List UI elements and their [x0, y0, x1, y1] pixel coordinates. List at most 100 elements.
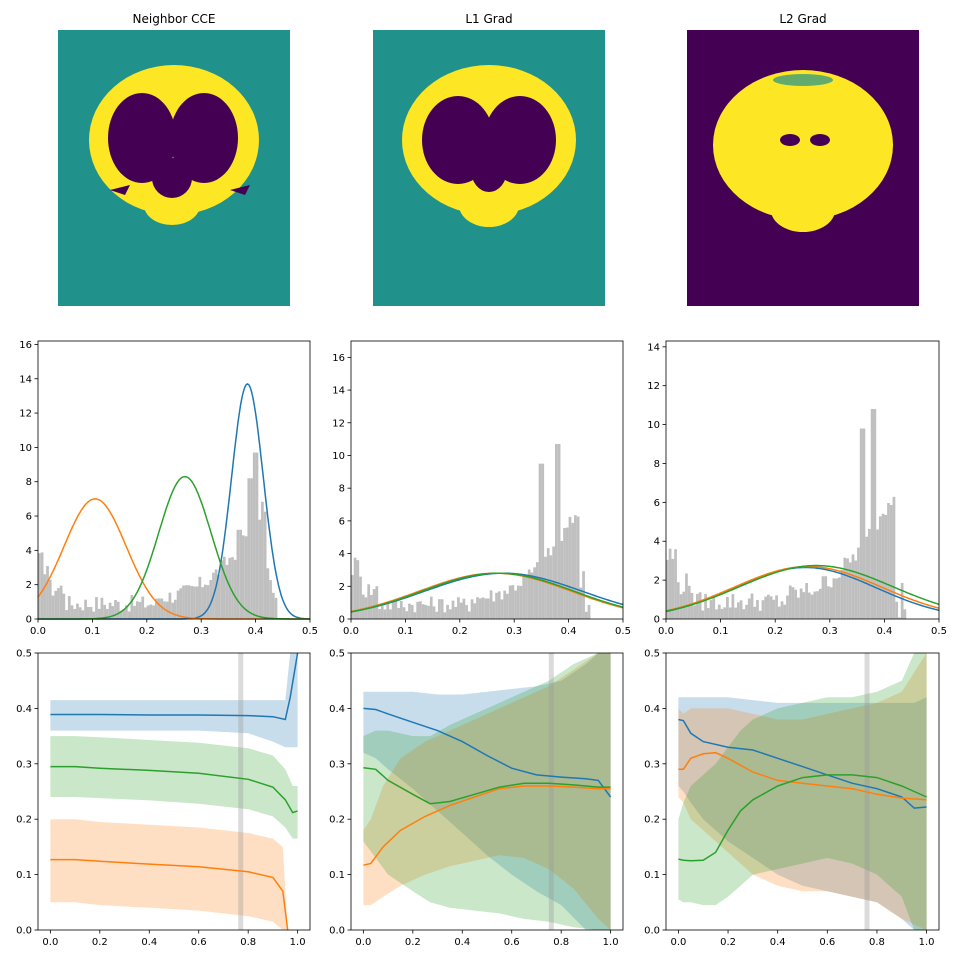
hist-bar — [876, 529, 879, 619]
x-tick-label: 0.2 — [92, 937, 108, 948]
hist-bar — [242, 535, 245, 619]
hist-bar — [549, 555, 553, 619]
hist-bar — [745, 604, 748, 619]
axes-frame — [665, 340, 940, 620]
hist-bar — [881, 513, 885, 619]
series-line-0 — [50, 653, 299, 721]
hist-bar — [182, 585, 185, 619]
y-tick-label: 10 — [332, 451, 345, 462]
hist-bar — [470, 599, 474, 619]
hist-bar — [231, 557, 234, 619]
y-tick-label: 2 — [654, 576, 660, 587]
y-tick-label: 0 — [339, 615, 345, 626]
hist-bar — [731, 594, 735, 619]
hist-bar — [492, 601, 496, 619]
hist-bar — [489, 590, 493, 619]
x-tick-label: 0.8 — [240, 937, 256, 948]
hist-bar — [497, 591, 501, 619]
hist-bar — [462, 598, 466, 619]
hist-bar — [217, 574, 221, 619]
x-tick-label: 0.0 — [42, 937, 58, 948]
hist-bar — [416, 601, 419, 619]
title-neighbor-cce: Neighbor CCE — [133, 12, 216, 26]
hist-bar — [717, 604, 721, 619]
confidence-band-1 — [678, 653, 927, 930]
y-tick-label: 0.5 — [16, 649, 32, 660]
hist-bar — [797, 597, 800, 619]
hist-bar — [685, 573, 688, 619]
x-tick-label: 0.1 — [713, 626, 729, 637]
hist-bar — [813, 591, 817, 619]
hist-bar — [843, 557, 847, 619]
hist-bar — [386, 602, 390, 619]
hist-bar — [359, 576, 362, 619]
hist-bar — [791, 587, 795, 619]
title-l1-grad: L1 Grad — [465, 12, 512, 26]
hist-bar — [446, 604, 449, 619]
y-tick-label: 0.0 — [16, 926, 32, 937]
hist-bar — [443, 612, 447, 619]
hist-bar — [854, 560, 858, 619]
hist-bar — [887, 503, 890, 619]
hist-bar — [399, 601, 403, 619]
hist-bar — [544, 556, 547, 619]
hist-bar — [51, 595, 55, 619]
confidence-band-0 — [363, 653, 611, 930]
x-tick-label: 0.0 — [355, 937, 371, 948]
hist-bar — [92, 611, 96, 619]
hist-bar — [892, 496, 896, 619]
x-tick-label: 0.4 — [770, 937, 786, 948]
hist-bar — [86, 606, 90, 619]
hist-bar — [84, 599, 87, 619]
hist-bar — [67, 596, 71, 619]
hist-bar — [690, 592, 694, 619]
hist-bar — [756, 599, 759, 619]
x-tick-label: 1.0 — [290, 937, 306, 948]
y-tick-label: 6 — [26, 512, 32, 523]
hist-bar — [805, 583, 808, 619]
hist-bar — [538, 463, 542, 619]
hist-bar — [184, 585, 188, 619]
hist-bar — [138, 601, 142, 619]
hist-bar — [758, 610, 762, 619]
hist-bar — [154, 598, 158, 619]
hist-bar — [432, 606, 436, 619]
hist-bar — [149, 604, 153, 619]
hist-bar — [898, 617, 901, 619]
hist-bar — [557, 444, 561, 619]
confidence-band-1 — [50, 819, 288, 930]
y-tick-label: 4 — [654, 537, 660, 548]
hist-bar — [95, 597, 98, 619]
chart-panel-2: 0.0 0.1 0.2 0.3 0.4 0.5 0 2 4 6 8 10 12 14 — [647, 340, 947, 637]
hist-bar — [687, 585, 691, 619]
y-tick-label: 16 — [19, 340, 32, 351]
hist-bar — [715, 609, 718, 619]
hist-bar — [584, 611, 588, 619]
y-tick-label: 12 — [19, 409, 32, 420]
plot-area — [678, 653, 927, 930]
y-tick-label: 0.0 — [644, 926, 660, 937]
y-tick-label: 0.5 — [329, 649, 345, 660]
y-tick-label: 0.2 — [644, 815, 660, 826]
hist-bar — [857, 547, 860, 619]
series-line-2 — [50, 765, 298, 814]
series-line-1 — [363, 785, 611, 866]
hist-bar — [214, 569, 218, 619]
gaussian-line-2 — [350, 572, 624, 613]
hist-bar — [203, 584, 207, 619]
hist-bar — [511, 585, 515, 619]
image-l1-grad — [373, 30, 605, 306]
hist-bar — [500, 599, 504, 619]
hist-bar — [54, 590, 58, 619]
hist-bar — [225, 564, 229, 619]
chart-panel-1: 0.0 0.1 0.2 0.3 0.4 0.5 0 2 4 6 8 10 12 14 16 — [332, 340, 631, 637]
hist-bar — [152, 605, 155, 619]
hist-bar — [440, 599, 444, 619]
confidence-band-0 — [678, 697, 927, 930]
hist-bar — [114, 599, 117, 619]
hist-bar — [252, 452, 256, 619]
y-tick-label: 0.1 — [329, 870, 345, 881]
y-tick-label: 0 — [654, 615, 660, 626]
hist-bar — [201, 587, 204, 619]
